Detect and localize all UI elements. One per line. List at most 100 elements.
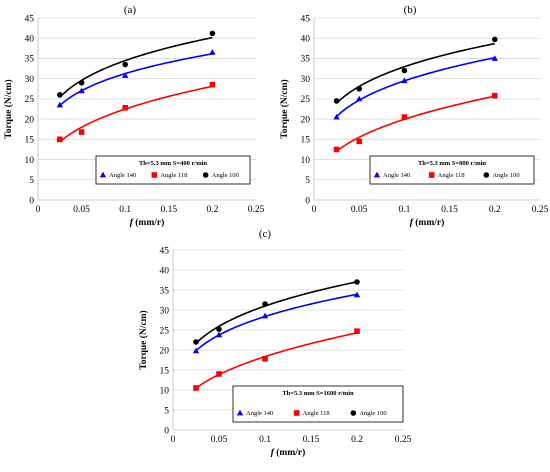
x-axis-variable: f <box>271 448 275 458</box>
legend-marker <box>373 171 381 178</box>
data-point <box>216 371 222 377</box>
data-point <box>262 301 268 307</box>
legend-marker <box>151 172 158 178</box>
x-tick-label: 0.05 <box>351 205 368 215</box>
y-tick-label: 40 <box>301 35 311 45</box>
chart-panel-1: (a) 0 5 10 15 20 25 30 35 40 45 0 0.05 0.1 0.15 0.2 0.25… <box>3 4 265 228</box>
legend-box <box>95 155 251 185</box>
legend-label: Angle 100 <box>359 410 386 417</box>
legend-label: Angle 140 <box>246 410 273 417</box>
legend-box <box>232 385 404 423</box>
legend-marker <box>99 171 107 178</box>
legend-label: Angle 118 <box>160 172 187 179</box>
y-tick-label: 40 <box>160 266 170 276</box>
data-point <box>122 104 128 111</box>
chart-panel-3: (c) 0 5 10 15 20 25 30 35 40 45 0 0.05 0.1 0.15 0.2 0.25… <box>138 228 412 458</box>
data-point <box>356 138 362 145</box>
y-tick-label: 35 <box>25 55 35 65</box>
x-axis-unit: (mm/r) <box>133 217 164 228</box>
x-tick-label: 0.2 <box>206 205 218 215</box>
legend: Th=5.3 mm S=800 r/min Angle 140 Angle 118 A… <box>369 155 535 185</box>
data-point <box>262 356 268 362</box>
data-point <box>354 328 360 334</box>
legend-label: Angle 118 <box>438 172 465 179</box>
data-point <box>491 55 498 61</box>
panel-label: (b) <box>404 4 417 16</box>
data-point <box>401 114 408 120</box>
y-tick-label: 15 <box>25 136 35 146</box>
x-tick-label: 0.15 <box>441 205 458 215</box>
x-axis-unit: (mm/r) <box>274 447 305 458</box>
x-tick-label: 0.15 <box>160 205 177 215</box>
x-tick-label: 0.1 <box>398 205 410 215</box>
x-tick-label: 0 <box>171 435 176 445</box>
y-tick-label: 5 <box>305 176 310 186</box>
data-point <box>78 129 85 135</box>
legend-label: Angle 100 <box>492 172 519 179</box>
y-tick-label: 30 <box>301 75 311 85</box>
data-point <box>492 36 498 43</box>
trend-line <box>195 281 358 344</box>
x-tick-label: 0 <box>312 205 317 215</box>
trend-line <box>59 53 213 107</box>
trend-line <box>336 42 495 104</box>
y-tick-label: 35 <box>301 55 311 65</box>
trend-line <box>195 293 358 352</box>
data-point <box>192 347 200 354</box>
data-point <box>57 92 63 98</box>
y-tick-label: 20 <box>25 115 35 125</box>
data-point <box>333 146 340 153</box>
y-tick-label: 0 <box>164 426 169 436</box>
x-tick-label: 0.2 <box>489 205 501 215</box>
x-tick-label: 0.05 <box>211 435 228 445</box>
x-axis-title: f (mm/r) <box>410 217 445 228</box>
data-point <box>78 79 85 86</box>
data-point <box>216 326 222 333</box>
legend-label: Angle 100 <box>212 172 239 179</box>
legend-marker <box>428 172 435 178</box>
x-axis-variable: f <box>410 218 414 228</box>
legend-condition: Th=5.3 mm S=1600 r/min <box>282 390 354 397</box>
data-point <box>122 61 128 68</box>
y-tick-label: 10 <box>160 386 170 396</box>
y-tick-label: 40 <box>25 35 35 45</box>
data-point <box>122 72 129 78</box>
panel-label: (a) <box>124 4 137 16</box>
data-point <box>401 77 408 84</box>
y-tick-label: 0 <box>29 196 34 206</box>
panel-label: (c) <box>259 228 272 240</box>
data-point <box>209 49 216 55</box>
y-axis-title: Torque (N/cm) <box>138 310 149 369</box>
data-point <box>215 331 223 338</box>
data-point <box>261 312 269 319</box>
data-point <box>209 30 216 37</box>
x-axis-title: f (mm/r) <box>130 217 165 228</box>
legend-marker <box>483 172 490 178</box>
y-tick-label: 30 <box>25 75 35 85</box>
y-tick-label: 10 <box>25 156 35 166</box>
legend-box <box>369 155 535 185</box>
legend-marker <box>236 409 244 416</box>
y-tick-label: 25 <box>160 326 170 336</box>
y-tick-label: 20 <box>301 115 311 125</box>
data-point <box>492 92 498 99</box>
x-tick-label: 0.25 <box>248 205 265 215</box>
y-tick-label: 15 <box>160 366 170 376</box>
x-axis-variable: f <box>130 218 134 228</box>
x-axis-unit: (mm/r) <box>413 217 444 228</box>
data-point <box>78 87 85 94</box>
y-tick-label: 25 <box>25 95 35 105</box>
legend-label: Angle 118 <box>303 410 330 417</box>
trend-line <box>336 95 495 152</box>
legend-marker <box>350 410 357 416</box>
x-tick-label: 0.1 <box>119 205 131 215</box>
y-tick-label: 0 <box>305 196 310 206</box>
data-point <box>354 279 360 285</box>
legend-condition: Th=5.3 mm S=800 r/min <box>418 160 486 167</box>
y-tick-label: 35 <box>160 286 170 296</box>
x-axis-title: f (mm/r) <box>271 447 306 458</box>
legend-marker <box>293 410 300 416</box>
legend-label: Angle 140 <box>109 172 136 179</box>
legend: Th=5.3 mm S=1600 r/min Angle 140 Angle 118… <box>232 385 404 423</box>
y-tick-label: 5 <box>29 176 34 186</box>
